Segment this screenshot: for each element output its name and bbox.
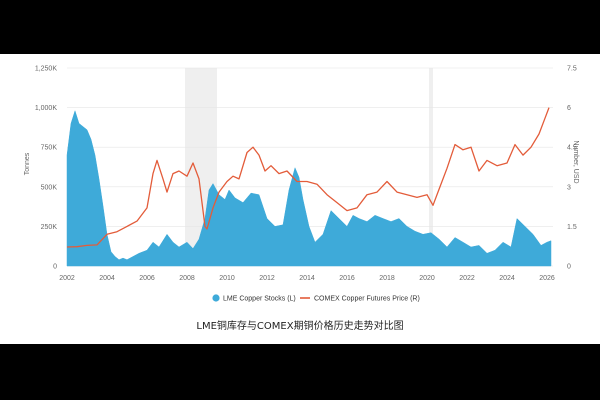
x-tick-label: 2024: [499, 275, 515, 282]
legend-stocks-label: LME Copper Stocks (L): [223, 296, 296, 303]
price-line-layer: [66, 107, 550, 248]
y-axis-left-title: Tonnes: [24, 152, 31, 175]
x-tick-label: 2002: [59, 275, 75, 282]
shaded-period-1: [429, 68, 433, 266]
y-axis-right-title: Number, USD: [572, 140, 579, 183]
legend-price-label: COMEX Copper Futures Price (R): [314, 296, 420, 303]
y-right-tick-label: 6: [567, 105, 571, 112]
y-right-tick-label: 7.5: [567, 66, 577, 73]
y-left-tick-label: 0: [53, 264, 57, 271]
y-left-tick-label: 750K: [41, 145, 58, 152]
y-right-tick-label: 0: [567, 264, 571, 271]
x-tick-label: 2020: [419, 275, 435, 282]
legend-stocks-marker: [212, 294, 220, 302]
x-tick-label: 2014: [299, 275, 315, 282]
y-right-tick-label: 1.5: [567, 224, 577, 231]
x-tick-label: 2016: [339, 275, 355, 282]
x-tick-label: 2006: [139, 275, 155, 282]
y-left-tick-label: 500K: [41, 184, 58, 191]
y-left-tick-label: 1,250K: [35, 66, 58, 73]
chart-caption: LME铜库存与COMEX期铜价格历史走势对比图: [196, 321, 404, 332]
x-tick-label: 2004: [99, 275, 115, 282]
y-right-tick-label: 4.5: [567, 145, 577, 152]
x-tick-label: 2012: [259, 275, 275, 282]
chart-canvas: 0 0 250K 1.5 500K 3 750K 4.5 1,000K 6 1,250K 7.5 200…: [0, 54, 600, 344]
x-tick-label: 2008: [179, 275, 195, 282]
stocks-area-layer: [66, 109, 552, 267]
series-lme-copper-stocks-area: [66, 109, 552, 267]
x-tick-label: 2010: [219, 275, 235, 282]
chart: 0 0 250K 1.5 500K 3 750K 4.5 1,000K 6 1,250K 7.5 200…: [24, 66, 579, 303]
series-comex-copper-price-line: [66, 107, 550, 248]
x-tick-label: 2018: [379, 275, 395, 282]
y-left-tick-label: 1,000K: [35, 105, 58, 112]
x-tick-label: 2026: [539, 275, 555, 282]
axis-labels: 0 0 250K 1.5 500K 3 750K 4.5 1,000K 6 1,250K 7.5 200…: [35, 66, 577, 283]
y-left-tick-label: 250K: [41, 224, 58, 231]
legend: LME Copper Stocks (L) COMEX Copper Future…: [212, 294, 420, 303]
y-right-tick-label: 3: [567, 184, 571, 191]
x-tick-label: 2022: [459, 275, 475, 282]
